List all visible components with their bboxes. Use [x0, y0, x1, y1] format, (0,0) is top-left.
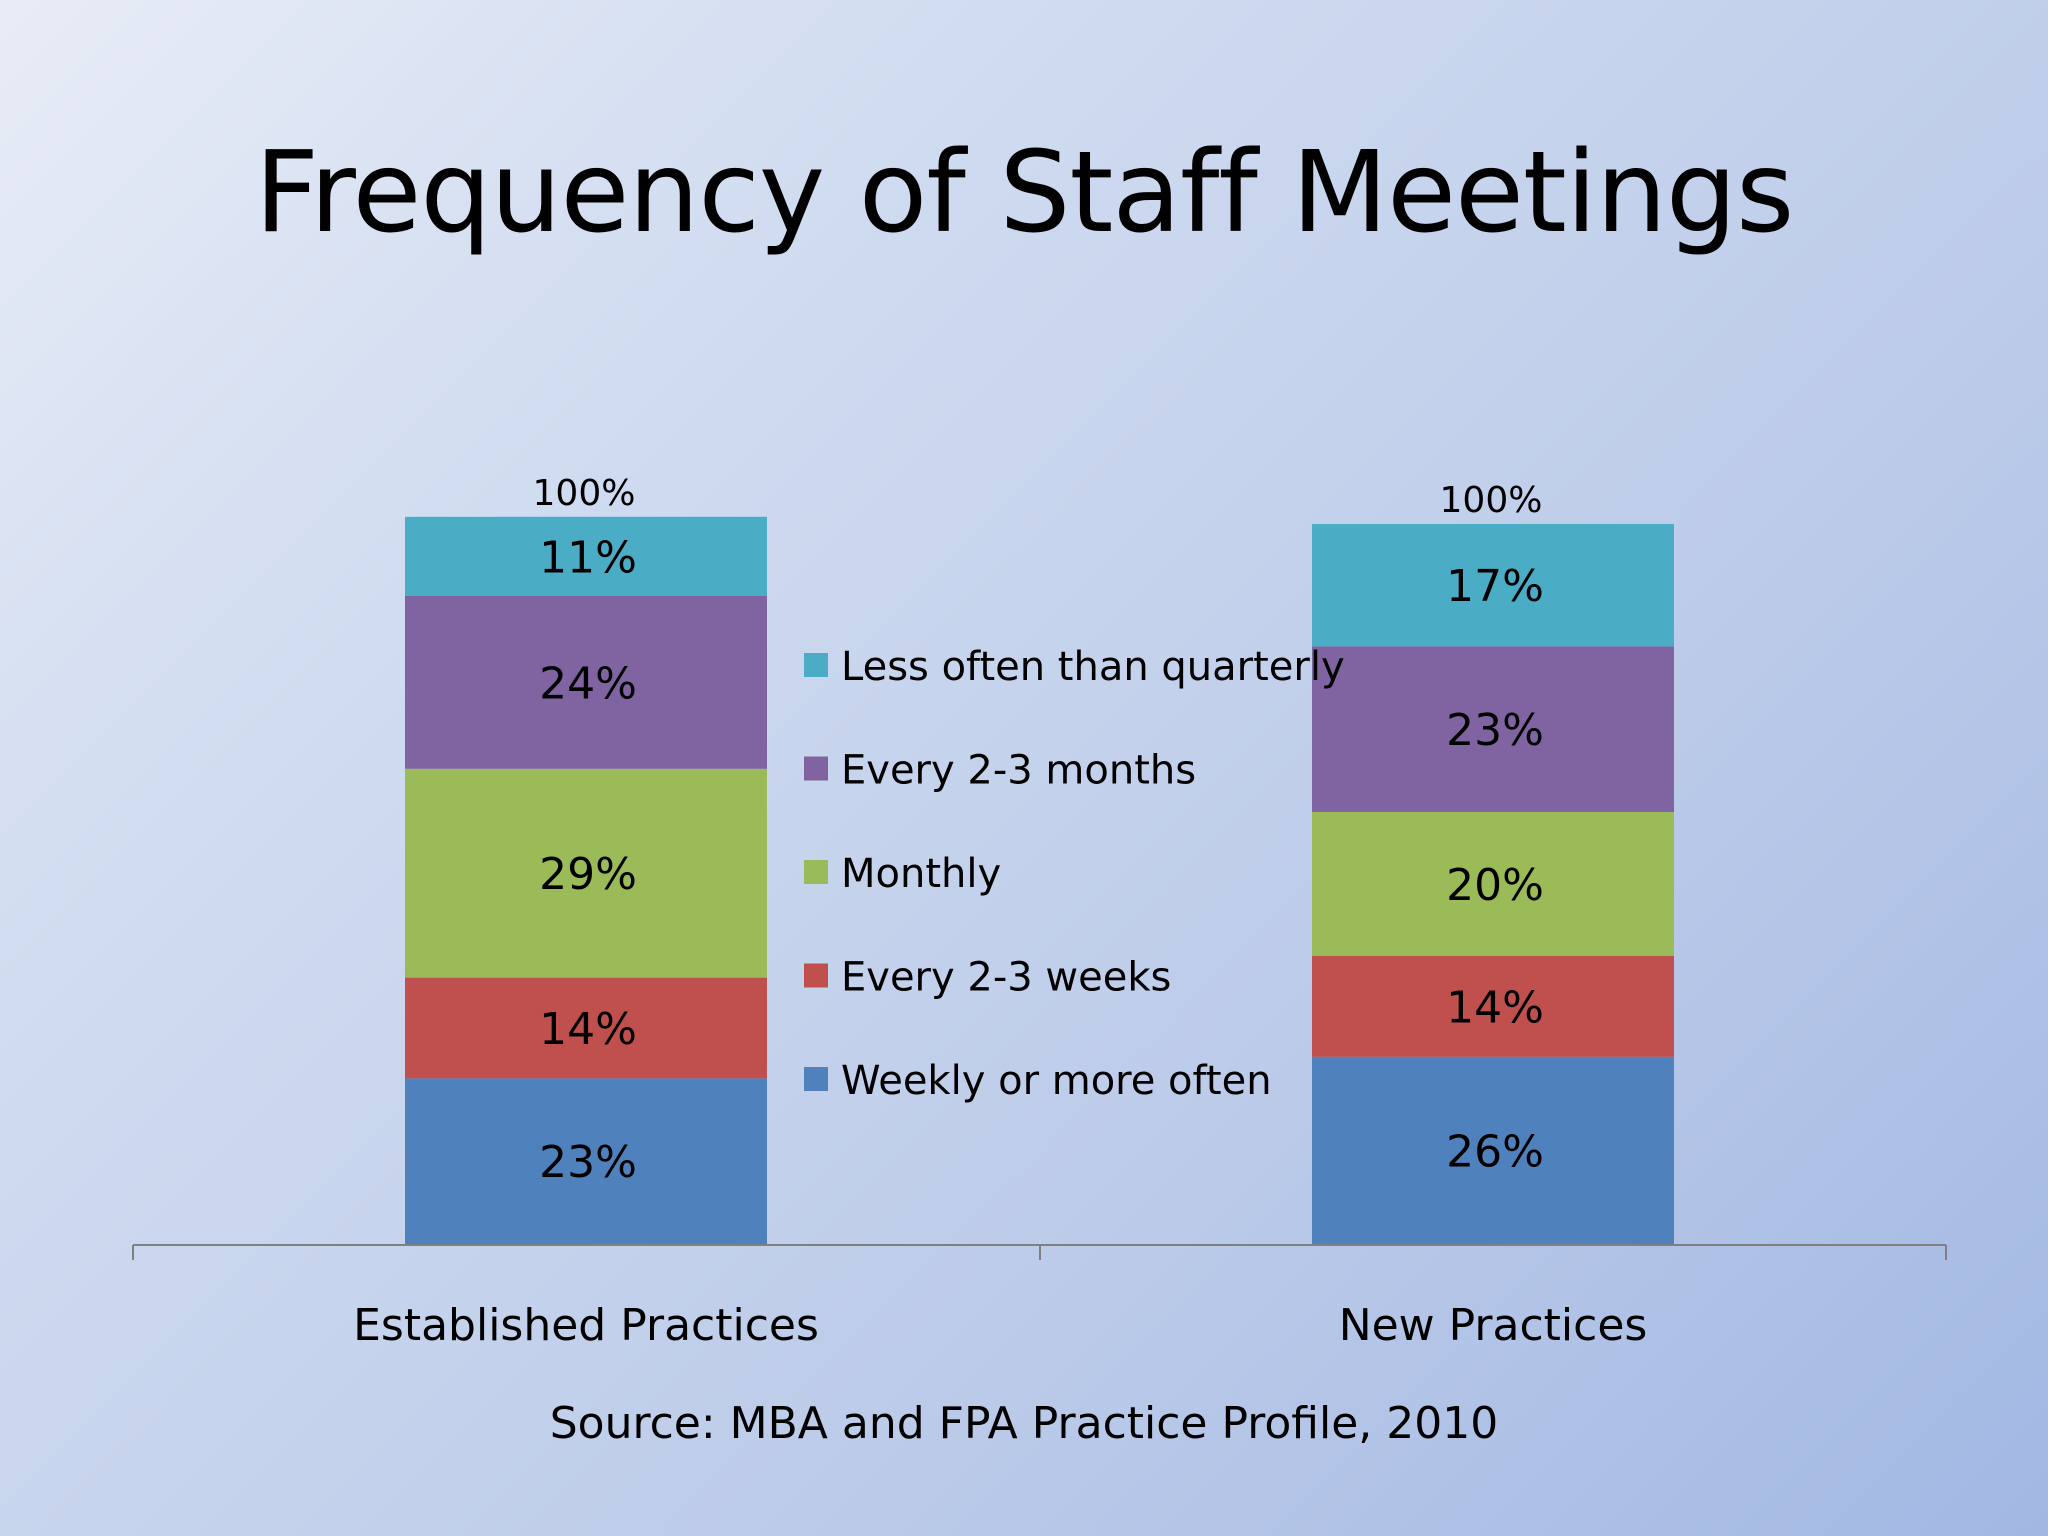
legend-swatch — [804, 963, 828, 988]
bar-segment — [405, 768, 767, 978]
legend-label: Monthly — [841, 851, 1001, 897]
legend-swatch — [804, 1067, 828, 1091]
category-tick-label: Established Practices — [353, 1300, 819, 1351]
totals-layer: 100% 100% — [533, 473, 1543, 521]
bar-segment — [1312, 1056, 1674, 1244]
bar-segment — [405, 516, 767, 596]
bar-segment — [405, 1078, 767, 1244]
data-label: 23% — [1446, 705, 1544, 756]
data-label: 11% — [539, 532, 637, 583]
data-label: 26% — [1446, 1126, 1544, 1177]
bar-labels-layer: 23% 14% 29% 24% 11% 26% 14% 20% 23% 17% — [539, 532, 1544, 1188]
bar-segment — [405, 977, 767, 1079]
legend-swatch — [804, 756, 828, 781]
data-label: 17% — [1446, 561, 1544, 612]
bar-segment — [1312, 646, 1674, 812]
source-note: Source: MBA and FPA Practice Profile, 20… — [549, 1398, 1499, 1449]
data-label: 14% — [539, 1004, 637, 1055]
legend-swatch — [804, 653, 828, 677]
data-label: 23% — [539, 1137, 637, 1188]
total-label: 100% — [1440, 480, 1543, 521]
legend-label: Every 2-3 months — [841, 748, 1196, 794]
bars-layer — [405, 516, 1674, 1244]
bar-segment — [1312, 524, 1674, 647]
bar-segment — [1312, 956, 1674, 1057]
slide-title: Frequency of Staff Meetings — [254, 128, 1795, 258]
legend-label: Less often than quarterly — [841, 644, 1345, 690]
data-label: 29% — [539, 849, 637, 900]
data-label: 24% — [539, 658, 637, 709]
total-label: 100% — [533, 473, 636, 514]
category-tick-label: New Practices — [1339, 1300, 1648, 1351]
data-label: 20% — [1446, 860, 1544, 911]
legend-label: Every 2-3 weeks — [841, 955, 1171, 1001]
legend-swatch — [804, 860, 828, 884]
data-label: 14% — [1446, 982, 1544, 1033]
bar-segment — [1312, 812, 1674, 956]
x-axis: Established Practices New Practices — [132, 1244, 1947, 1351]
legend-label: Weekly or more often — [841, 1058, 1272, 1104]
legend: Less often than quarterly Every 2-3 month… — [804, 644, 1345, 1104]
bar-segment — [405, 596, 767, 769]
